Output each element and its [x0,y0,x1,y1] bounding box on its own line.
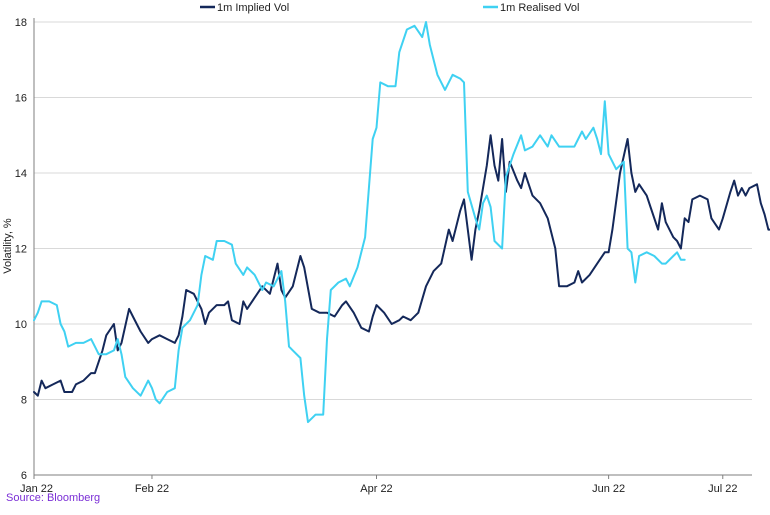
x-tick-label: Jun 22 [592,483,625,495]
series-line-2 [33,21,686,424]
x-tick-label: Jan 22 [20,483,53,495]
axes: 6 8 10 12 14 16 18 Jan 22 Feb 22 Apr 22 Jun 22 Jul … [15,17,752,495]
y-tick-label: 12 [15,244,27,256]
source-note: Source: Bloomberg [6,492,101,504]
series-lines [33,21,770,424]
series-line-1 [33,134,770,397]
legend-label-2: 1m Realised Vol [500,2,580,14]
y-tick-label: 16 [15,93,27,105]
legend-label-1: 1m Implied Vol [217,2,289,14]
gridlines [34,21,752,400]
y-tick-label: 10 [15,319,27,331]
x-tick-label: Apr 22 [360,483,392,495]
x-tick-label: Jul 22 [708,483,737,495]
y-tick-label: 8 [21,395,27,407]
y-tick-label: 6 [21,470,27,482]
y-tick-label: 14 [15,168,27,180]
y-axis-title: Volatility, % [2,218,14,274]
y-tick-label: 18 [15,17,27,29]
x-tick-label: Feb 22 [135,483,169,495]
legend: 1m Implied Vol 1m Realised Vol [200,2,580,14]
